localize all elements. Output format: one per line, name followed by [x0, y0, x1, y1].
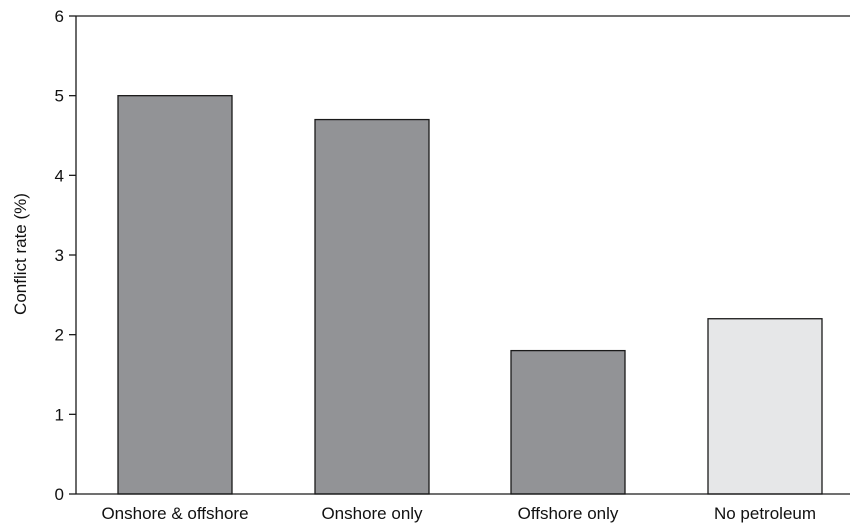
y-tick-label: 1 — [55, 405, 64, 424]
axes — [75, 15, 850, 495]
x-category-label: Offshore only — [518, 504, 619, 523]
y-tick-label: 4 — [55, 166, 64, 185]
y-axis-label: Conflict rate (%) — [11, 193, 30, 315]
y-tick-label: 0 — [55, 485, 64, 504]
bars — [117, 95, 823, 495]
y-tick-label: 3 — [55, 246, 64, 265]
bar — [117, 95, 233, 495]
y-axis-ticks: 0 1 2 3 4 5 6 — [55, 7, 76, 504]
bar — [314, 118, 430, 495]
y-tick-label: 6 — [55, 7, 64, 26]
x-category-label: No petroleum — [714, 504, 816, 523]
bar — [510, 349, 626, 495]
x-category-label: Onshore & offshore — [101, 504, 248, 523]
y-tick-label: 2 — [55, 326, 64, 345]
y-tick-label: 5 — [55, 87, 64, 106]
x-category-label: Onshore only — [321, 504, 423, 523]
category-labels: Onshore & offshore Onshore only Offshore o… — [101, 504, 816, 523]
bar — [707, 318, 823, 495]
